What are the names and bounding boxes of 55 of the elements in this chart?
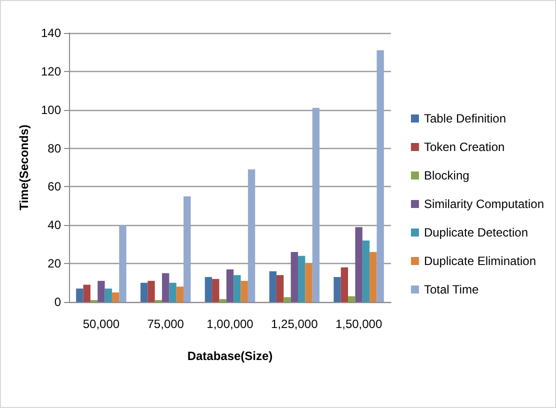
bar (269, 271, 276, 302)
bar (140, 282, 148, 302)
bar (226, 269, 234, 302)
bar (119, 225, 126, 302)
bar (83, 284, 90, 302)
y-tick-label: 40 (48, 218, 62, 232)
y-tick-label: 60 (48, 180, 62, 194)
bar (284, 297, 291, 302)
legend-label: Total Time (424, 282, 479, 296)
legend-label: Token Creation (424, 140, 505, 154)
y-tick-label: 20 (48, 256, 62, 271)
x-tick-label: 1,50,000 (335, 317, 382, 331)
bar (219, 299, 226, 302)
legend-label: Table Definition (424, 112, 506, 126)
x-tick-label: 75,000 (147, 317, 184, 331)
y-tick-label: 80 (48, 141, 62, 156)
bar (276, 275, 284, 302)
bar (98, 280, 105, 302)
bar (305, 264, 312, 302)
bar (104, 288, 112, 302)
bar (234, 275, 241, 302)
bar (240, 280, 248, 302)
bar (176, 286, 184, 302)
bar (376, 50, 384, 302)
bar (298, 256, 306, 302)
bar (76, 288, 84, 302)
bar (312, 108, 320, 302)
legend-label: Duplicate Elimination (424, 254, 536, 268)
bar (248, 169, 256, 302)
bar (148, 280, 155, 302)
bar (340, 267, 348, 302)
bar (348, 296, 356, 302)
x-tick-label: 50,000 (82, 317, 120, 331)
bar (290, 252, 298, 302)
y-tick-label: 120 (40, 64, 62, 78)
bar (162, 273, 170, 302)
x-tick-label: 1,00,000 (206, 317, 254, 331)
y-axis-title: Time(Seconds) (17, 124, 32, 210)
bar (212, 278, 220, 302)
y-tick-label: 140 (40, 26, 62, 40)
legend-label: Blocking (424, 168, 470, 182)
bar (204, 277, 212, 302)
y-tick-label: 100 (40, 102, 62, 117)
legend-label: Duplicate Detection (424, 226, 528, 240)
bar (184, 196, 191, 302)
y-tick-label: 0 (54, 295, 62, 309)
x-axis-title: Database(Size) (187, 349, 273, 363)
bar (169, 282, 176, 302)
bar (362, 240, 370, 302)
legend-label: Similarity Computation (424, 197, 544, 211)
bar (334, 277, 341, 302)
bar (355, 227, 362, 302)
x-tick-label: 1,25,000 (271, 317, 318, 331)
bar (112, 292, 120, 302)
bar (370, 252, 377, 302)
